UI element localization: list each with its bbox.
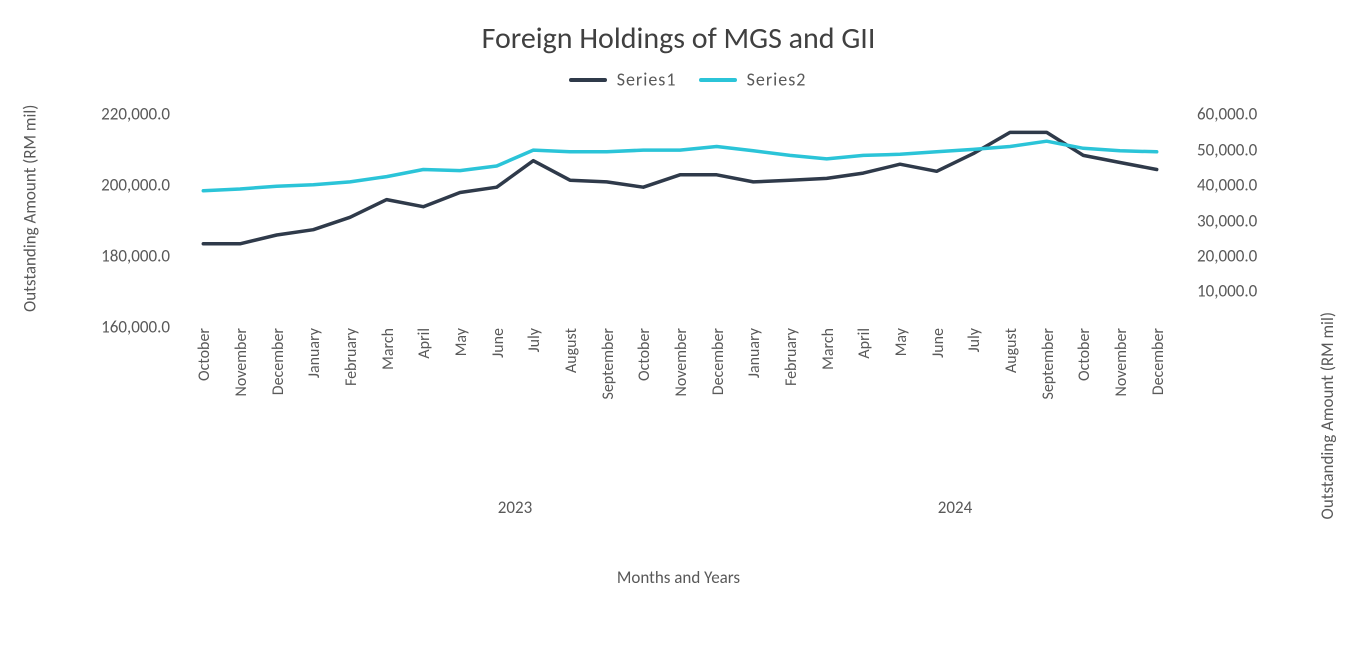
y-right-tick: 20,000.0 [1197, 245, 1287, 266]
series-line [203, 141, 1156, 191]
legend: Series1 Series2 [20, 67, 1337, 91]
y-right-tick: 40,000.0 [1197, 175, 1287, 196]
y-left-tick: 160,000.0 [70, 316, 170, 337]
legend-label-series1: Series1 [617, 69, 677, 91]
y-right-tick: 30,000.0 [1197, 210, 1287, 231]
x-year-label: 2024 [938, 497, 972, 518]
legend-label-series2: Series2 [747, 69, 807, 91]
y-right-tick: 60,000.0 [1197, 104, 1287, 125]
y-right-tick: 50,000.0 [1197, 139, 1287, 160]
y-left-tick: 180,000.0 [70, 245, 170, 266]
y-axis-left: 160,000.0 180,000.0 200,000.0 220,000.0 [70, 97, 170, 527]
x-year-label: 2023 [498, 497, 532, 518]
x-axis-title: Months and Years [20, 567, 1337, 588]
y-axis-right: 10,000.0 20,000.0 30,000.0 40,000.0 50,000.0… [1197, 97, 1287, 527]
legend-swatch-series1 [569, 78, 607, 82]
plot-area: Outstanding Amount (RM mil) 160,000.0 180… [20, 97, 1337, 527]
y-axis-right-title: Outstanding Amount (RM mil) [1317, 312, 1338, 519]
legend-swatch-series2 [699, 78, 737, 82]
chart-container: Foreign Holdings of MGS and GII Series1 … [20, 20, 1337, 628]
y-right-tick: 10,000.0 [1197, 281, 1287, 302]
x-axis-labels: OctoberNovemberDecemberJanuaryFebruaryMa… [185, 332, 1175, 472]
y-left-tick: 220,000.0 [70, 104, 170, 125]
y-axis-left-title: Outstanding Amount (RM mil) [20, 104, 41, 311]
plot-svg [185, 97, 1175, 327]
y-left-tick: 200,000.0 [70, 175, 170, 196]
chart-title: Foreign Holdings of MGS and GII [20, 20, 1337, 57]
